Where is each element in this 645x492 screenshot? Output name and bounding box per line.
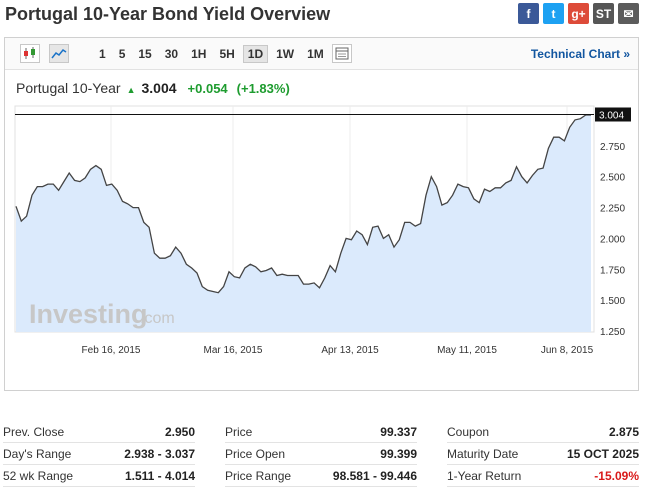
range-selector: 1 5 15 30 1H 5H 1D 1W 1M — [94, 45, 332, 63]
area-fill — [16, 115, 591, 332]
twitter-icon[interactable]: t — [543, 3, 564, 24]
stat-value: 98.581 - 99.446 — [332, 468, 417, 483]
stats-row: Price Open 99.399 — [225, 443, 417, 465]
y-tick-label: 2.250 — [600, 204, 625, 215]
chart-toolbar: 1 5 15 30 1H 5H 1D 1W 1M Technical Chart » — [5, 38, 638, 70]
range-button-1m[interactable]: 1M — [307, 47, 324, 61]
email-icon[interactable]: ✉ — [618, 3, 639, 24]
range-button-1w[interactable]: 1W — [276, 47, 295, 61]
y-tick-label: 1.250 — [600, 327, 625, 338]
technical-chart-link[interactable]: Technical Chart » — [530, 47, 630, 61]
stat-label: Price Range — [225, 468, 292, 483]
watermark-brand: Investing — [29, 299, 148, 329]
stats-row: 1-Year Return -15.09% — [447, 465, 639, 487]
stats-row: 52 wk Range 1.511 - 4.014 — [3, 465, 195, 487]
range-button-15[interactable]: 15 — [138, 47, 152, 61]
stat-label: 1-Year Return — [447, 468, 522, 483]
x-tick-label: Apr 13, 2015 — [321, 345, 379, 356]
stats-row: Prev. Close 2.950 — [3, 421, 195, 443]
y-tick-label-current: 3.004 — [599, 111, 624, 122]
chart-panel: 1 5 15 30 1H 5H 1D 1W 1M Technical Chart » Portu… — [4, 37, 639, 391]
stat-value: 2.875 — [608, 424, 639, 439]
price-change-percent: (+1.83%) — [236, 81, 290, 96]
up-arrow-icon: ▲ — [126, 85, 136, 95]
stats-row: Coupon 2.875 — [447, 421, 639, 443]
stocktwits-icon[interactable]: ST — [593, 3, 614, 24]
x-tick-label: May 11, 2015 — [437, 345, 497, 356]
range-button-5h[interactable]: 5H — [219, 47, 235, 61]
x-tick-label: Mar 16, 2015 — [204, 345, 263, 356]
range-button-1h[interactable]: 1H — [191, 47, 207, 61]
stats-row: Maturity Date 15 OCT 2025 — [447, 443, 639, 465]
series-line — [15, 114, 591, 294]
stat-value: 2.938 - 3.037 — [124, 446, 195, 461]
y-tick-label: 1.500 — [600, 296, 625, 307]
range-button-30[interactable]: 30 — [164, 47, 179, 61]
stat-value: 99.399 — [380, 446, 417, 461]
area-chart-icon[interactable] — [49, 44, 69, 63]
stat-label: Maturity Date — [447, 446, 519, 461]
y-tick-label: 1.750 — [600, 265, 625, 276]
stat-label: Coupon — [447, 424, 490, 439]
range-button-1[interactable]: 1 — [99, 47, 106, 61]
stat-label: Price Open — [225, 446, 286, 461]
stats-column-1: Prev. Close 2.950 Day's Range 2.938 - 3.037… — [3, 421, 195, 487]
candlestick-chart-icon[interactable] — [20, 44, 40, 63]
stat-value: 1.511 - 4.014 — [124, 468, 195, 483]
stat-label: Price — [225, 424, 253, 439]
stats-column-3: Coupon 2.875 Maturity Date 15 OCT 2025 1-Yea… — [447, 421, 639, 487]
page-title: Portugal 10-Year Bond Yield Overview — [5, 4, 331, 24]
instrument-name: Portugal 10-Year — [16, 80, 121, 96]
range-button-5[interactable]: 5 — [118, 47, 126, 61]
stat-value: -15.09% — [594, 468, 639, 483]
current-value-box — [595, 107, 631, 122]
stat-label: Day's Range — [3, 446, 72, 461]
quote-summary: Portugal 10-Year ▲ 3.004 +0.054 (+1.83%) — [16, 80, 290, 96]
yield-chart[interactable]: Investing.com 3.004 2.750 2.500 2.250 2.000 1.… — [5, 38, 638, 390]
stats-row: Price Range 98.581 - 99.446 — [225, 465, 417, 487]
stat-label: 52 wk Range — [3, 468, 74, 483]
range-button-1d[interactable]: 1D — [242, 45, 269, 63]
y-tick-label: 2.000 — [600, 234, 625, 245]
y-tick-label: 2.750 — [600, 142, 625, 153]
stat-value: 2.950 — [164, 424, 195, 439]
facebook-icon[interactable]: f — [518, 3, 539, 24]
last-price: 3.004 — [141, 80, 177, 96]
x-tick-label: Jun 8, 2015 — [541, 345, 594, 356]
stats-column-2: Price 99.337 Price Open 99.399 Price Range 98… — [225, 421, 417, 487]
stats-row: Day's Range 2.938 - 3.037 — [3, 443, 195, 465]
watermark-suffix: .com — [140, 310, 175, 327]
x-tick-label: Feb 16, 2015 — [82, 345, 141, 356]
y-tick-label: 2.500 — [600, 173, 625, 184]
stat-label: Prev. Close — [3, 424, 65, 439]
google-plus-icon[interactable]: g+ — [568, 3, 589, 24]
price-change: +0.054 — [187, 81, 228, 96]
stat-value: 15 OCT 2025 — [566, 446, 639, 461]
share-bar: f t g+ ST ✉ — [518, 3, 639, 24]
stats-row: Price 99.337 — [225, 421, 417, 443]
table-icon[interactable] — [332, 44, 352, 63]
stat-value: 99.337 — [380, 424, 417, 439]
